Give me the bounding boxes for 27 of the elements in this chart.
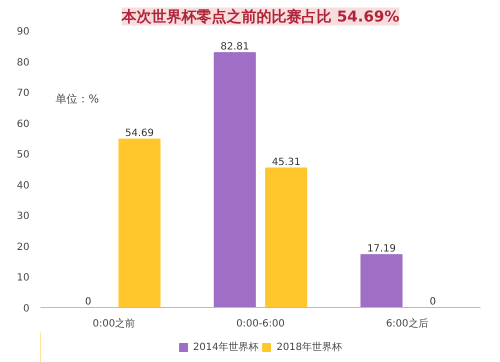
data-label: 17.19 [367,244,396,255]
legend-label: 2014年世界杯 [193,340,258,354]
data-label: 0 [84,296,92,308]
bar [265,168,308,308]
y-tick-label: 50 [16,150,30,161]
bar [214,52,256,308]
y-tick-label: 60 [16,118,30,130]
y-tick-label: 20 [16,242,30,253]
y-tick-label: 30 [16,211,30,222]
annotation: 单位：% [56,92,99,106]
x-tick-label: 0:00之前 [92,318,136,330]
data-label: 82.81 [220,42,250,53]
data-label: 54.69 [125,128,154,140]
y-tick-label: 70 [16,88,30,100]
y-tick-label: 10 [16,272,30,284]
legend-label: 2018年世界杯 [276,340,342,354]
y-tick-label: 90 [16,26,30,38]
data-label: 45.31 [272,157,300,168]
chart-title: 本次世界杯零点之前的比赛占比 54.69% [120,8,400,26]
y-tick-label: 80 [16,57,30,68]
y-tick-label: 0 [23,304,30,314]
x-tick-label: 0:00-6:00 [236,318,285,330]
x-tick-label: 6:00之后 [386,318,428,330]
bar [360,254,403,308]
bar [118,138,161,308]
y-tick-label: 40 [16,180,30,192]
data-label: 0 [430,296,436,308]
